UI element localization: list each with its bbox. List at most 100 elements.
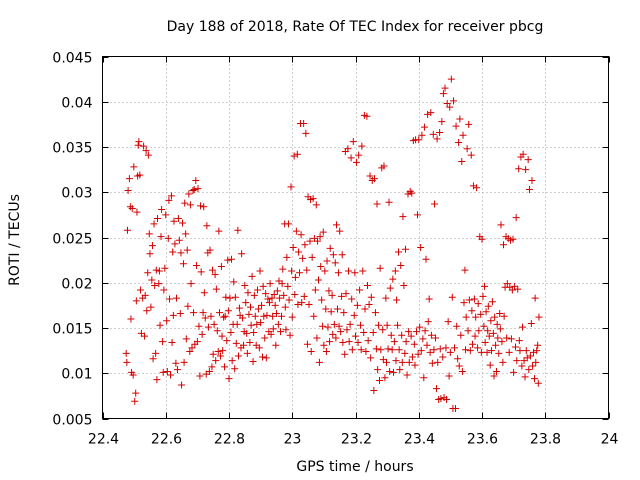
data-point <box>178 381 186 389</box>
data-point <box>235 304 243 312</box>
data-point <box>534 341 542 349</box>
data-point <box>256 267 264 275</box>
data-point <box>228 357 236 365</box>
data-point <box>329 251 337 259</box>
data-point <box>301 241 309 249</box>
data-point <box>432 334 440 342</box>
data-point <box>521 373 529 381</box>
data-point <box>424 110 432 118</box>
data-point <box>285 296 293 304</box>
data-point <box>325 287 333 295</box>
data-point <box>126 203 134 211</box>
data-point <box>287 183 295 191</box>
data-point <box>357 346 365 354</box>
data-point <box>222 293 230 301</box>
data-point <box>125 175 133 183</box>
data-point <box>217 262 225 270</box>
data-point <box>386 367 394 375</box>
data-point <box>317 262 325 270</box>
data-point <box>241 281 249 289</box>
data-point <box>272 341 280 349</box>
data-point <box>474 344 482 352</box>
data-point <box>281 303 289 311</box>
data-point <box>293 150 301 158</box>
data-point <box>496 310 504 318</box>
data-point <box>122 349 130 357</box>
data-point <box>144 151 152 159</box>
data-point <box>417 347 425 355</box>
data-point <box>444 318 452 326</box>
data-point <box>369 329 377 337</box>
data-point <box>429 130 437 138</box>
data-point <box>348 295 356 303</box>
data-point <box>422 255 430 263</box>
data-point <box>296 269 304 277</box>
data-point <box>180 358 188 366</box>
data-point <box>328 291 336 299</box>
data-point <box>447 75 455 83</box>
data-point <box>398 358 406 366</box>
data-point <box>352 332 359 340</box>
data-point <box>522 347 530 355</box>
plot-frame <box>102 56 609 419</box>
data-point <box>525 366 533 374</box>
data-point <box>291 291 299 299</box>
data-point <box>445 372 453 380</box>
data-point <box>234 352 242 360</box>
data-point <box>395 346 403 354</box>
data-point <box>475 327 483 335</box>
data-point <box>297 231 305 239</box>
data-point <box>452 122 460 130</box>
data-point <box>261 334 269 342</box>
data-point <box>370 386 378 394</box>
data-point <box>499 358 507 366</box>
data-point <box>306 237 314 245</box>
data-point <box>148 242 156 250</box>
data-point <box>322 348 330 356</box>
data-point <box>201 314 209 322</box>
data-point <box>225 375 233 383</box>
data-point <box>455 362 463 370</box>
data-point <box>146 250 154 258</box>
data-point <box>298 299 306 307</box>
data-point <box>406 187 414 195</box>
data-point <box>529 362 537 370</box>
data-point <box>383 321 391 329</box>
data-point <box>356 286 364 294</box>
data-point <box>372 345 380 353</box>
data-point <box>334 269 342 277</box>
data-point <box>420 123 428 131</box>
data-point <box>401 349 409 357</box>
data-point <box>294 300 302 308</box>
data-points <box>122 75 543 413</box>
data-point <box>250 329 258 337</box>
data-point <box>414 350 422 358</box>
data-point <box>187 280 195 288</box>
data-point <box>438 118 446 126</box>
data-point <box>233 320 241 328</box>
data-point <box>493 367 501 375</box>
data-point <box>276 294 284 302</box>
data-point <box>505 348 513 356</box>
data-point <box>500 241 508 249</box>
data-point <box>264 295 272 303</box>
data-point <box>130 163 138 171</box>
data-point <box>376 264 384 272</box>
data-point <box>464 327 472 335</box>
y-axis-label: ROTI / TECUs <box>7 194 23 286</box>
data-point <box>200 203 208 211</box>
data-point <box>280 291 288 299</box>
data-point <box>257 319 265 327</box>
data-point <box>302 129 310 137</box>
data-point <box>129 371 137 379</box>
data-point <box>324 323 332 331</box>
data-point <box>284 282 292 290</box>
data-point <box>286 331 294 339</box>
data-point <box>351 269 359 277</box>
data-point <box>357 321 365 329</box>
data-point <box>361 305 369 313</box>
data-point <box>530 348 538 356</box>
data-point <box>484 302 492 310</box>
x-tick-label: 22.4 <box>88 432 119 448</box>
data-point <box>291 273 299 281</box>
